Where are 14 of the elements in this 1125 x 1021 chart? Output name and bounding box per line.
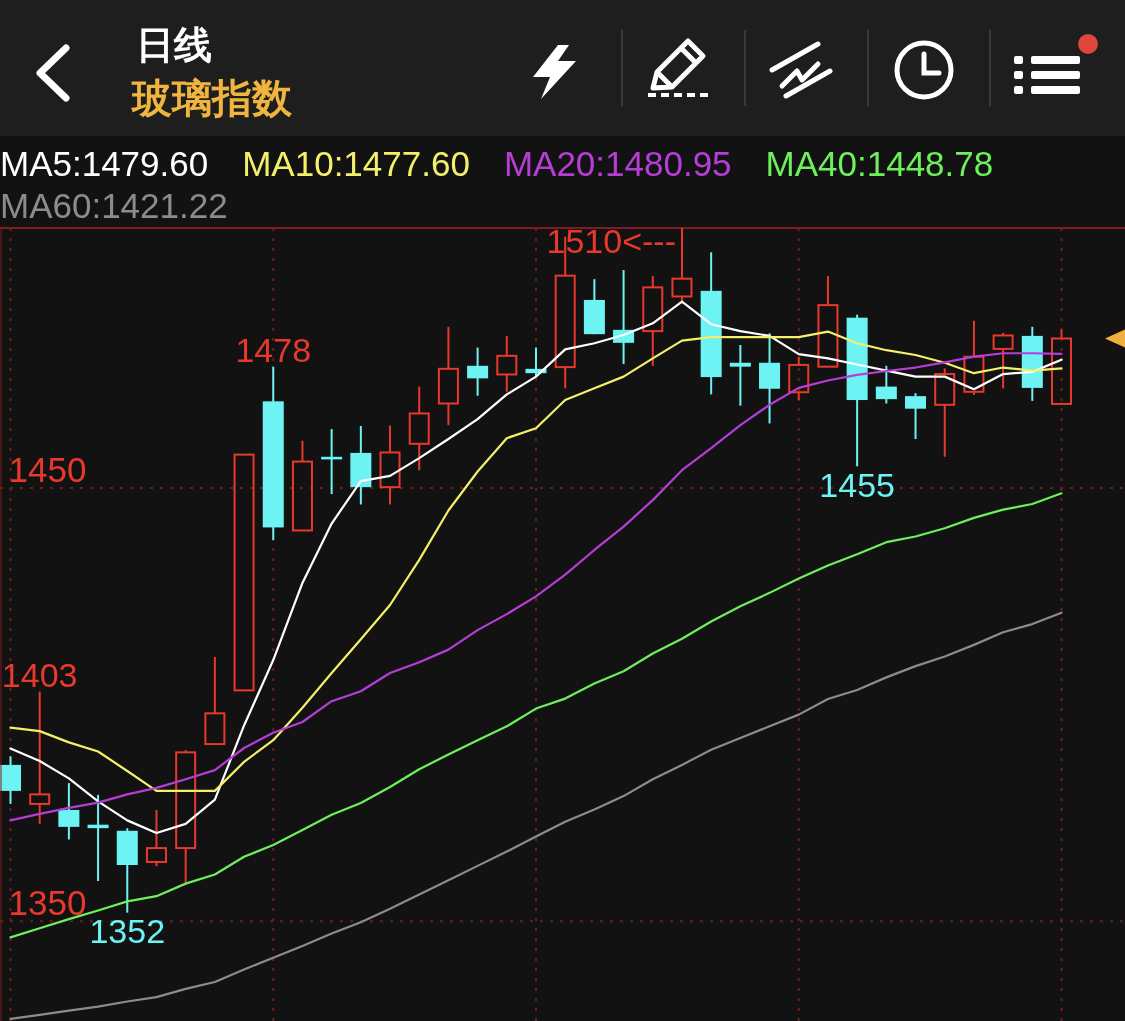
text: 1455: [819, 465, 895, 504]
text: 1478: [235, 330, 312, 369]
text: MA5:1479.60: [0, 144, 209, 183]
y-tick-label: 1450: [8, 449, 87, 489]
text: MA60:1421.22: [0, 186, 228, 225]
text: MA40:1448.78: [765, 144, 994, 183]
y-tick-label: 1350: [8, 882, 87, 922]
chart-subtitle: 日线: [136, 24, 212, 66]
chart-title: 玻璃指数: [130, 76, 293, 120]
text: 1510<---: [546, 222, 676, 261]
text: MA10:1477.60: [242, 144, 470, 183]
text: MA20:1480.95: [503, 144, 732, 183]
text: 1352: [89, 912, 166, 951]
text: 1403: [1, 655, 78, 694]
